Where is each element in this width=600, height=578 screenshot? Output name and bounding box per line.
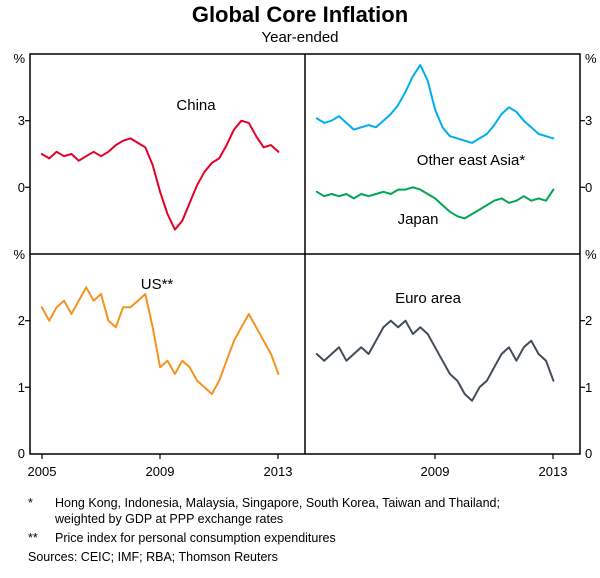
footnote: ** Price index for personal consumption … <box>28 530 588 546</box>
y-axis-unit-label: % <box>585 247 597 262</box>
series-label-other-east-asia: Other east Asia* <box>417 152 526 169</box>
y-axis-unit-label: % <box>585 51 597 66</box>
y-tick-label: 0 <box>585 446 592 461</box>
series-line-euro-area <box>315 319 555 402</box>
y-tick-label: 3 <box>18 113 25 128</box>
footnote-marker: * <box>28 496 33 511</box>
x-tick-label: 2009 <box>146 464 175 479</box>
y-tick-label: 0 <box>585 180 592 195</box>
y-axis-unit-label: % <box>13 51 25 66</box>
footnote-marker: ** <box>28 530 38 545</box>
series-line-japan <box>315 186 555 220</box>
series-label-euro-area: Euro area <box>395 290 462 307</box>
y-tick-label: 2 <box>585 313 592 328</box>
y-tick-label: 1 <box>18 380 25 395</box>
page-subtitle: Year-ended <box>261 29 339 47</box>
x-tick-label: 2005 <box>28 464 57 479</box>
series-line-us <box>40 286 280 396</box>
x-tick-label: 2013 <box>264 464 293 479</box>
series-label-us: US** <box>141 276 174 293</box>
series-line-other-east-asia <box>315 64 555 145</box>
series-label-china: China <box>176 97 216 114</box>
footnote: * Hong Kong, Indonesia, Malaysia, Singap… <box>28 495 588 528</box>
y-tick-label: 2 <box>18 313 25 328</box>
series-label-japan: Japan <box>398 211 439 228</box>
y-tick-label: 3 <box>585 113 592 128</box>
y-tick-label: 0 <box>18 180 25 195</box>
footnote-text: Price index for personal consumption exp… <box>55 530 336 545</box>
y-axis-unit-label: % <box>13 247 25 262</box>
y-tick-label: 0 <box>18 446 25 461</box>
sources-line: Sources: CEIC; IMF; RBA; Thomson Reuters <box>28 549 278 564</box>
footnote-text: Hong Kong, Indonesia, Malaysia, Singapor… <box>55 496 500 527</box>
footnotes: * Hong Kong, Indonesia, Malaysia, Singap… <box>28 495 588 565</box>
x-tick-label: 2013 <box>539 464 568 479</box>
series-line-china <box>40 119 280 231</box>
plot-frame <box>29 53 581 455</box>
x-tick-label: 2009 <box>421 464 450 479</box>
page-title: Global Core Inflation <box>191 2 409 27</box>
tick-marks <box>25 120 585 460</box>
series-layer <box>40 64 555 402</box>
y-tick-label: 1 <box>585 380 592 395</box>
inflation-chart: % 3 0 % 2 1 0 % 3 0 % 2 1 0 2005 2009 20… <box>13 51 597 479</box>
